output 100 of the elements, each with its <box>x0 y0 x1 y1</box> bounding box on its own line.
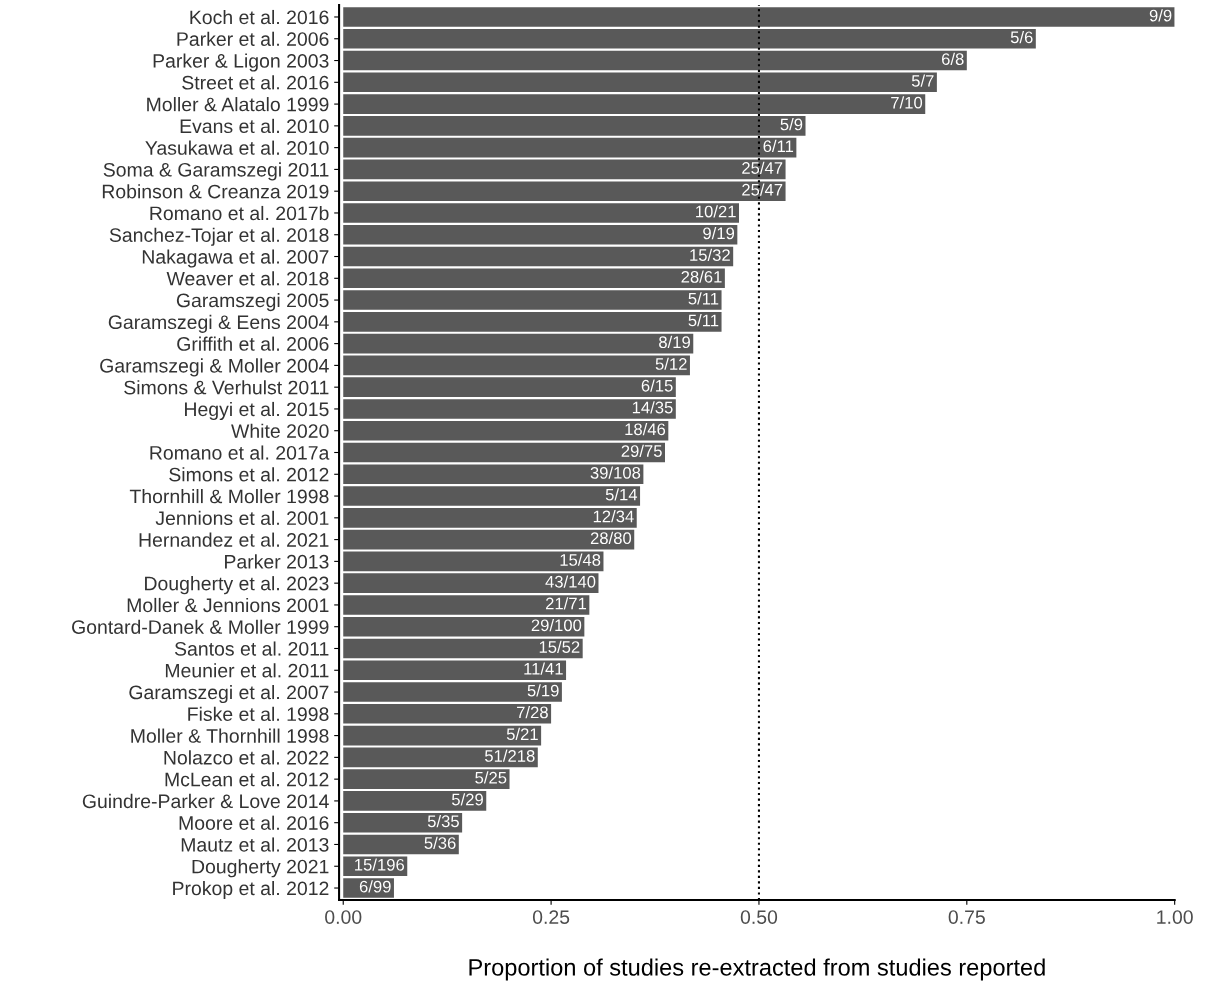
bar <box>343 529 635 550</box>
data-label: 5/36 <box>424 836 456 849</box>
y-tick-label: Moller & Thornhill 1998 <box>131 728 329 743</box>
y-tick-label: McLean et al. 2012 <box>165 772 329 787</box>
data-label: 25/47 <box>742 161 783 174</box>
bar <box>343 551 604 572</box>
data-label: 25/47 <box>742 183 783 196</box>
y-tick-label: Fiske et al. 1998 <box>188 706 329 722</box>
data-label: 7/10 <box>891 96 923 109</box>
x-axis-title: Proportion of studies re-extracted from studies reported <box>469 958 1045 981</box>
x-tick-label: 0.25 <box>532 910 570 924</box>
bar <box>343 725 542 746</box>
bar <box>343 638 583 659</box>
bar <box>343 595 590 615</box>
y-tick-label: Street et al. 2016 <box>182 75 329 90</box>
y-tick-label: Parker & Ligon 2003 <box>153 53 329 72</box>
data-label: 9/19 <box>703 226 735 240</box>
data-label: 43/140 <box>545 575 596 588</box>
x-tick-label: 0.50 <box>740 910 778 924</box>
data-label: 5/7 <box>911 74 934 87</box>
data-label: 6/8 <box>942 52 964 65</box>
y-tick-label: White 2020 <box>231 423 329 438</box>
bar <box>343 203 739 223</box>
y-tick-label: Parker 2013 <box>225 554 329 569</box>
bar <box>343 28 1036 49</box>
y-tick-label: Thornhill & Moller 1998 <box>129 489 329 504</box>
bar <box>343 791 487 811</box>
data-label: 29/75 <box>621 444 662 457</box>
data-label: 28/61 <box>681 270 722 283</box>
bar <box>343 704 552 724</box>
data-label: 5/11 <box>688 314 719 327</box>
y-tick-label: Mautz et al. 2013 <box>181 837 329 852</box>
bar <box>343 573 599 593</box>
y-tick-label: Simons & Verhulst 2011 <box>124 380 329 395</box>
y-tick-label: Dougherty et al. 2023 <box>145 576 329 595</box>
bar <box>343 616 585 637</box>
bar <box>343 508 637 528</box>
data-label: 15/32 <box>690 248 730 261</box>
data-label: 5/25 <box>475 771 507 784</box>
bar <box>343 159 786 180</box>
y-tick-label: Santos et al. 2011 <box>174 641 329 656</box>
y-tick-label: Moller & Jennions 2001 <box>127 597 329 613</box>
x-tick-label: 0.00 <box>325 910 362 924</box>
bar <box>343 399 676 419</box>
y-tick-label: Nakagawa et al. 2007 <box>142 249 329 268</box>
bar <box>343 137 797 158</box>
data-label: 15/196 <box>355 858 405 871</box>
y-tick-label: Garamszegi 2005 <box>176 293 329 312</box>
data-label: 6/99 <box>359 880 391 893</box>
y-tick-label: Garamszegi & Eens 2004 <box>108 314 329 333</box>
data-label: 51/218 <box>484 749 535 762</box>
y-tick-label: Jennions et al. 2001 <box>155 510 329 526</box>
bar <box>343 420 669 441</box>
y-tick-label: Soma & Garamszegi 2011 <box>103 162 329 181</box>
bar <box>343 290 722 310</box>
y-tick-label: Romano et al. 2017a <box>150 445 330 460</box>
bar <box>343 50 967 71</box>
bar <box>343 682 562 702</box>
bar <box>343 878 394 898</box>
data-label: 5/11 <box>688 292 719 305</box>
data-label: 28/80 <box>590 531 632 545</box>
bar <box>343 333 694 354</box>
bar <box>343 812 463 833</box>
data-label: 6/11 <box>763 139 794 153</box>
data-label: 5/9 <box>780 118 803 131</box>
bar <box>343 72 937 93</box>
y-tick-label: Guindre-Parker & Love 2014 <box>82 793 329 809</box>
y-tick-label: Koch et al. 2016 <box>190 9 329 25</box>
y-tick-label: Romano et al. 2017b <box>150 205 329 221</box>
data-label: 21/71 <box>545 597 587 610</box>
bar <box>343 355 690 376</box>
data-label: 5/19 <box>527 684 559 697</box>
y-tick-label: Prokop et al. 2012 <box>173 880 329 900</box>
bar <box>343 246 734 267</box>
data-label: 5/35 <box>427 814 459 828</box>
y-tick-label: Evans et al. 2010 <box>180 118 329 134</box>
y-tick-label: Yasukawa et al. 2010 <box>145 140 329 155</box>
bar <box>343 94 926 114</box>
y-tick-label: Hegyi et al. 2015 <box>185 401 329 421</box>
bar <box>343 747 538 768</box>
data-label: 12/34 <box>593 510 634 523</box>
y-tick-label: Gontard-Danek & Moller 1999 <box>72 619 329 634</box>
data-label: 18/46 <box>625 422 666 436</box>
bar <box>343 312 722 332</box>
y-tick-label: Robinson & Creanza 2019 <box>102 184 329 199</box>
y-tick-label: Garamszegi et al. 2007 <box>129 684 329 704</box>
bar <box>343 464 644 485</box>
data-label: 6/15 <box>641 379 673 392</box>
y-tick-label: Weaver et al. 2018 <box>166 271 329 286</box>
bar <box>343 181 786 201</box>
x-tick-label: 1.00 <box>1157 910 1193 924</box>
y-tick-label: Hernandez et al. 2021 <box>139 532 329 547</box>
y-tick-label: Garamszegi & Moller 2004 <box>100 358 329 377</box>
y-tick-label: Griffith et al. 2006 <box>177 336 329 351</box>
data-label: 10/21 <box>696 205 736 218</box>
data-label: 39/108 <box>590 466 641 479</box>
bar <box>343 268 725 289</box>
data-label: 9/9 <box>1149 9 1172 22</box>
y-tick-label: Moore et al. 2016 <box>179 815 329 830</box>
y-tick-label: Nolazco et al. 2022 <box>164 750 329 765</box>
